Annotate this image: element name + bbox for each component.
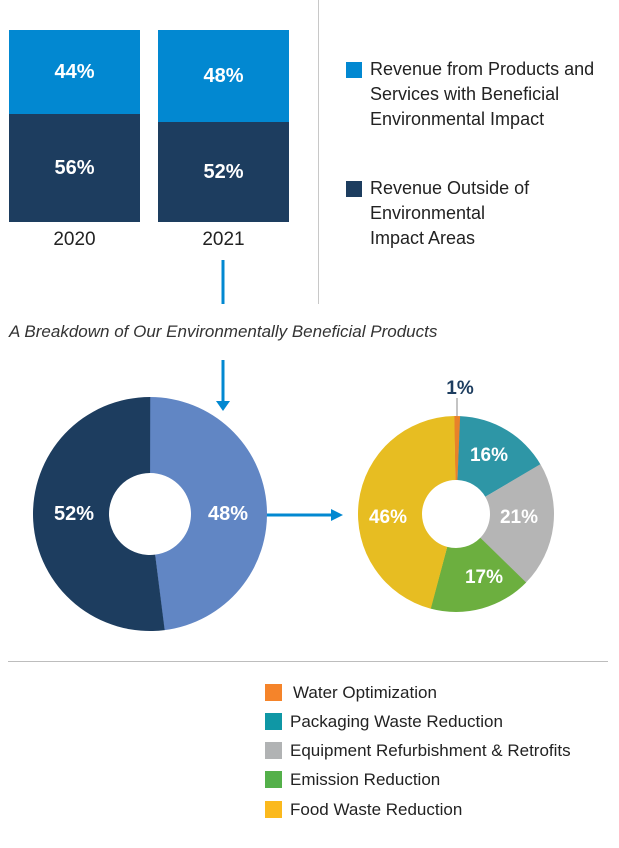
legend-label: Equipment Refurbishment & Retrofits [290, 741, 571, 760]
legend-label: Packaging Waste Reduction [290, 712, 503, 731]
donut-chart-breakdown: 1% 16% 21% 17% 46% [358, 378, 554, 612]
legend-swatch [265, 684, 282, 701]
slice-label: 17% [465, 567, 503, 588]
legend-swatch [346, 62, 362, 78]
bar-value-label: 48% [203, 64, 244, 87]
bar-value-label: 44% [54, 60, 95, 83]
legend-label: Emission Reduction [290, 770, 441, 789]
legend-swatch [346, 181, 362, 197]
slice-label: 21% [500, 507, 538, 528]
donut-slice-packaging-waste-reduction [457, 416, 541, 497]
bar-segment-2020-outside: 56% [9, 114, 140, 222]
legend-swatch [265, 742, 282, 759]
slice-label: 46% [369, 507, 407, 528]
x-tick-label: 2020 [53, 229, 96, 250]
donut-slice-food-waste-reduction [358, 416, 456, 609]
vertical-divider [318, 0, 319, 304]
donut-slice-equipment-refurbishment-retrofits [480, 464, 554, 583]
legend-label: Revenue from Products and Services with … [370, 59, 595, 129]
legend-label: Revenue Outside of Environmental Impact … [370, 178, 530, 248]
legend-swatch [265, 713, 282, 730]
horizontal-divider [8, 661, 608, 662]
x-tick-label: 2021 [202, 229, 245, 250]
legend-label: Food Waste Reduction [290, 800, 463, 819]
bar-value-label: 56% [54, 156, 95, 179]
slice-label: 52% [54, 503, 94, 525]
donut-chart-revenue: 48% 52% [32, 397, 268, 631]
bar-segment-2021-beneficial: 48% [158, 30, 289, 123]
bar-segment-2020-beneficial: 44% [9, 30, 140, 115]
slice-label: 16% [470, 445, 508, 466]
right-arrow-icon [331, 509, 343, 521]
donut-slice-0 [150, 397, 268, 631]
donut-slice-1 [32, 397, 165, 631]
slice-label: 1% [446, 378, 474, 399]
chart-subtitle: A Breakdown of Our Environmentally Benef… [9, 322, 438, 341]
donut-slice-water-optimization [454, 416, 461, 481]
legend-label: Water Optimization [293, 683, 437, 702]
donut-slice-emission-reduction [430, 537, 527, 612]
legend-swatch [265, 801, 282, 818]
legend-swatch [265, 771, 282, 788]
bar-value-label: 52% [203, 160, 244, 183]
bar-segment-2021-outside: 52% [158, 122, 289, 222]
down-arrow-icon [216, 401, 230, 411]
slice-label: 48% [208, 503, 248, 525]
